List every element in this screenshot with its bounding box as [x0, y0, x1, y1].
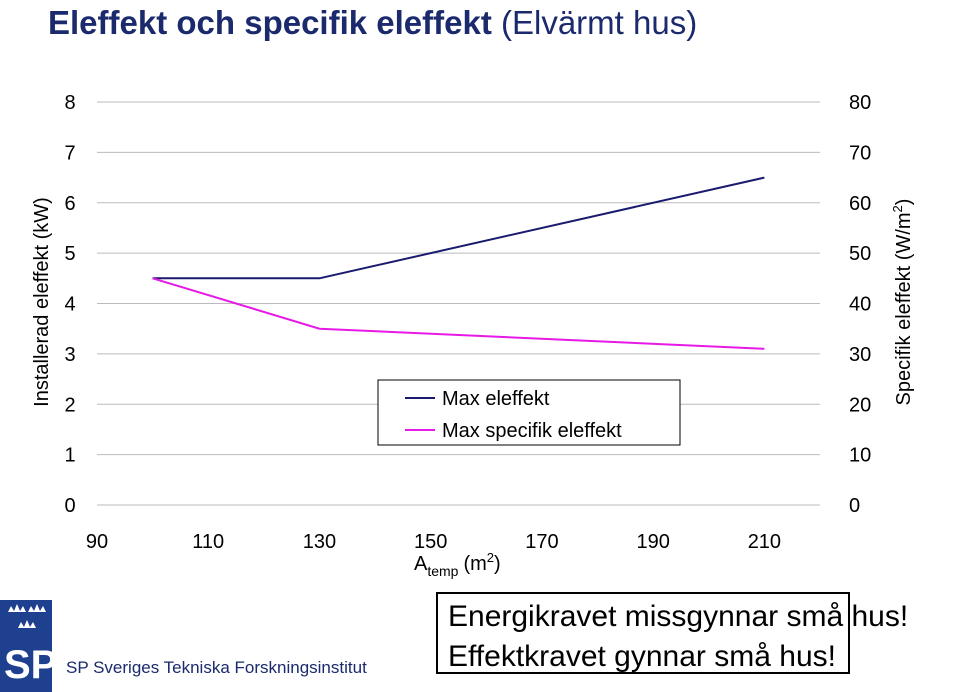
x-axis-title-sub: temp	[427, 563, 458, 579]
left-y-tick-5: 5	[64, 243, 75, 265]
series-line-1	[152, 277, 765, 350]
left-y-tick-6: 6	[64, 193, 75, 215]
sp-logo: SP	[0, 600, 52, 692]
crowns-icon	[8, 604, 46, 628]
x-axis-title: Atemp (m2)	[414, 550, 501, 579]
right-y-tick-50: 50	[849, 243, 871, 265]
page-title: Eleffekt och specifik eleffekt (Elvärmt …	[48, 4, 697, 42]
x-tick-90: 90	[86, 531, 108, 553]
right-y-axis-title-main: Specifik eleffekt (W/m	[893, 212, 915, 405]
right-y-axis-title-sup: 2	[890, 205, 905, 212]
right-y-tick-20: 20	[849, 394, 871, 416]
title-subtitle: (Elvärmt hus)	[501, 4, 698, 41]
series-lines	[152, 176, 765, 350]
right-y-tick-labels: 0 10 20 30 40 50 60 70 80	[849, 92, 871, 517]
message-line-2: Effektkravet gynnar små hus!	[448, 640, 836, 673]
series-line-0	[152, 176, 765, 280]
legend-label-max-specifik-eleffekt: Max specifik eleffekt	[442, 420, 622, 442]
left-y-tick-4: 4	[64, 294, 75, 316]
left-y-tick-2: 2	[64, 394, 75, 416]
right-y-tick-30: 30	[849, 344, 871, 366]
x-axis-title-main: A	[414, 553, 428, 575]
right-y-tick-70: 70	[849, 142, 871, 164]
left-y-tick-3: 3	[64, 344, 75, 366]
dual-axis-line-chart: 0 1 2 3 4 5 6 7 8 0 10 20 30 40 50 60 70 80 90 110 130 150 1…	[31, 92, 915, 579]
legend-label-max-eleffekt: Max eleffekt	[442, 388, 550, 410]
logo-letters: SP	[4, 643, 52, 687]
title-main: Eleffekt och specifik eleffekt	[48, 4, 492, 41]
right-y-axis-title: Specifik eleffekt (W/m2)	[890, 199, 915, 406]
right-y-tick-80: 80	[849, 92, 871, 114]
left-y-tick-8: 8	[64, 92, 75, 114]
left-y-tick-labels: 0 1 2 3 4 5 6 7 8	[64, 92, 75, 517]
right-y-tick-10: 10	[849, 445, 871, 467]
right-y-tick-0: 0	[849, 495, 860, 517]
left-y-tick-7: 7	[64, 142, 75, 164]
left-y-tick-1: 1	[64, 445, 75, 467]
right-y-tick-60: 60	[849, 193, 871, 215]
institute-name: SP Sveriges Tekniska Forskningsinstitut	[66, 658, 367, 677]
x-axis-title-unit-close: )	[494, 553, 501, 575]
left-y-tick-0: 0	[64, 495, 75, 517]
x-tick-150: 150	[414, 531, 447, 553]
legend-box	[377, 379, 681, 446]
x-tick-labels: 90 110 130 150 170 190 210	[86, 531, 781, 553]
message-line-1: Energikravet missgynnar små hus!	[448, 600, 909, 633]
right-y-tick-40: 40	[849, 294, 871, 316]
x-tick-210: 210	[748, 531, 781, 553]
message-box	[436, 592, 850, 674]
right-y-axis-title-close: )	[893, 199, 915, 206]
legend: Max eleffekt Max specifik eleffekt	[377, 379, 681, 446]
x-tick-110: 110	[192, 531, 224, 553]
x-tick-130: 130	[303, 531, 336, 553]
x-tick-190: 190	[636, 531, 669, 553]
x-axis-title-unit-open: (m	[463, 553, 486, 575]
x-tick-170: 170	[525, 531, 558, 553]
left-y-axis-title: Installerad eleffekt (kW)	[31, 197, 53, 407]
x-axis-title-unit-sup: 2	[487, 550, 494, 565]
